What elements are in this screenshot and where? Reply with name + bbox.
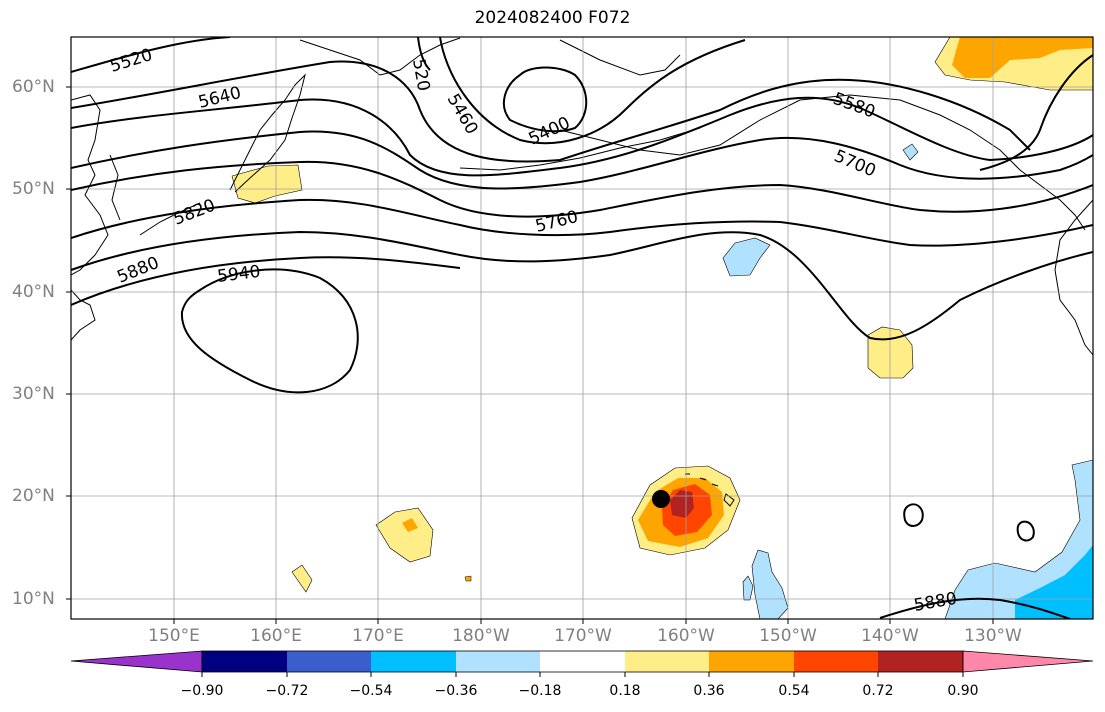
anomaly-positive-patch	[402, 518, 418, 532]
colorbar-tick-label: −0.72	[265, 683, 309, 699]
contour-5640	[71, 60, 1031, 163]
anomaly-negative-patch	[902, 143, 919, 161]
anomaly-positive-patch	[375, 507, 434, 563]
colorbar-segment	[878, 651, 963, 672]
anomaly-positive-patch	[952, 37, 1093, 78]
colorbar-tick-label: −0.36	[434, 683, 478, 699]
anomaly-positive-patch	[231, 164, 303, 204]
lat-label: 10°N	[12, 589, 55, 609]
storm-center-marker	[652, 490, 670, 508]
contour-5880-south	[879, 597, 1071, 619]
colorbar-tick-label: 0.18	[609, 683, 641, 699]
north-america-west-coastline	[1054, 199, 1093, 356]
hawaii-islands	[685, 473, 735, 507]
lon-label: 150°E	[148, 626, 200, 646]
plot-frame	[70, 36, 1094, 620]
colorbar-tick-label: −0.18	[518, 683, 562, 699]
contour-5400	[502, 66, 588, 133]
colorbar-frame	[201, 650, 964, 673]
lon-label: 160°W	[657, 626, 715, 646]
contour-label: 5820	[171, 195, 219, 229]
contour-5460	[439, 37, 746, 145]
contour-5520	[71, 37, 231, 73]
closed-contour	[903, 503, 924, 527]
colorbar-tick-label: 0.90	[947, 683, 979, 699]
sakhalin-kuril-coastline	[109, 154, 201, 236]
colorbar-segment	[202, 651, 287, 672]
colorbar-segment	[625, 651, 709, 672]
colorbar-tick-label: 0.54	[778, 683, 810, 699]
contour-label-group: 5520 5640 520 5460 5400 5580 5700 5760 5…	[108, 45, 959, 616]
anomaly-negative-patch	[742, 575, 754, 601]
anomaly-positive-patch	[670, 490, 694, 518]
contour-5580-b	[71, 96, 1093, 177]
colorbar-tick-label: 0.72	[862, 683, 894, 699]
lat-label: 40°N	[12, 282, 55, 302]
contour-5940	[180, 268, 359, 394]
contour-label: 520	[408, 57, 433, 92]
colorbar-tick-label: 0.36	[693, 683, 725, 699]
chukotka-coastline	[299, 37, 461, 76]
anomaly-negative-patch	[751, 549, 789, 619]
lon-label: 170°E	[352, 626, 404, 646]
axis-ticks	[66, 86, 994, 624]
lon-label: 180°W	[452, 626, 510, 646]
contour-label: 5760	[533, 207, 580, 237]
anomaly-negative-patch	[944, 459, 1093, 619]
anomaly-positive-patch	[464, 575, 472, 582]
contour-5580	[979, 54, 1093, 171]
contour-label: 5580	[830, 89, 877, 123]
closed-contour	[1016, 520, 1035, 542]
contour-label: 5700	[831, 146, 879, 181]
map-title: 2024082400 F072	[474, 8, 631, 28]
colorbar	[70, 650, 1094, 677]
anomaly-negative-patch	[722, 237, 771, 277]
lat-label: 20°N	[12, 486, 55, 506]
anomaly-fills	[231, 37, 1093, 619]
contour-5760	[71, 160, 1093, 218]
alaska-coastline	[559, 39, 1086, 231]
colorbar-segment	[287, 651, 371, 672]
contour-5820	[71, 198, 1093, 247]
lat-label: 60°N	[12, 77, 55, 97]
colorbar-segment	[709, 651, 794, 672]
lon-label: 170°W	[554, 626, 612, 646]
lon-label: 160°E	[250, 626, 302, 646]
contour-5880	[71, 230, 1093, 341]
contour-label: 5520	[108, 45, 155, 77]
aleutian-islands	[459, 127, 701, 171]
colorbar-segment	[456, 651, 540, 672]
colorbar-extend-left	[70, 650, 203, 673]
colorbar-tick-label: −0.90	[180, 683, 224, 699]
kamchatka-coastline	[229, 73, 306, 193]
lat-label: 50°N	[12, 179, 55, 199]
colorbar-segment	[371, 651, 456, 672]
colorbar-segment	[794, 651, 878, 672]
lon-label: 140°W	[861, 626, 919, 646]
anomaly-positive-patch	[291, 564, 313, 593]
colorbar-segment	[540, 651, 625, 672]
graticule	[71, 37, 1093, 619]
anomaly-negative-patch	[1015, 545, 1093, 619]
contour-5700	[71, 130, 1093, 190]
colorbar-extend-right	[962, 650, 1094, 673]
height-contours	[71, 37, 1093, 619]
contour-label: 5460	[443, 91, 482, 138]
contour-5520	[417, 37, 431, 71]
contour-label: 5940	[216, 262, 261, 287]
lon-label: 150°W	[759, 626, 817, 646]
japan-coastline	[71, 289, 96, 341]
colorbar-tick-label: −0.54	[349, 683, 393, 699]
lat-label: 30°N	[12, 384, 55, 404]
lon-label: 130°W	[964, 626, 1022, 646]
contour-5880-b	[71, 256, 461, 306]
